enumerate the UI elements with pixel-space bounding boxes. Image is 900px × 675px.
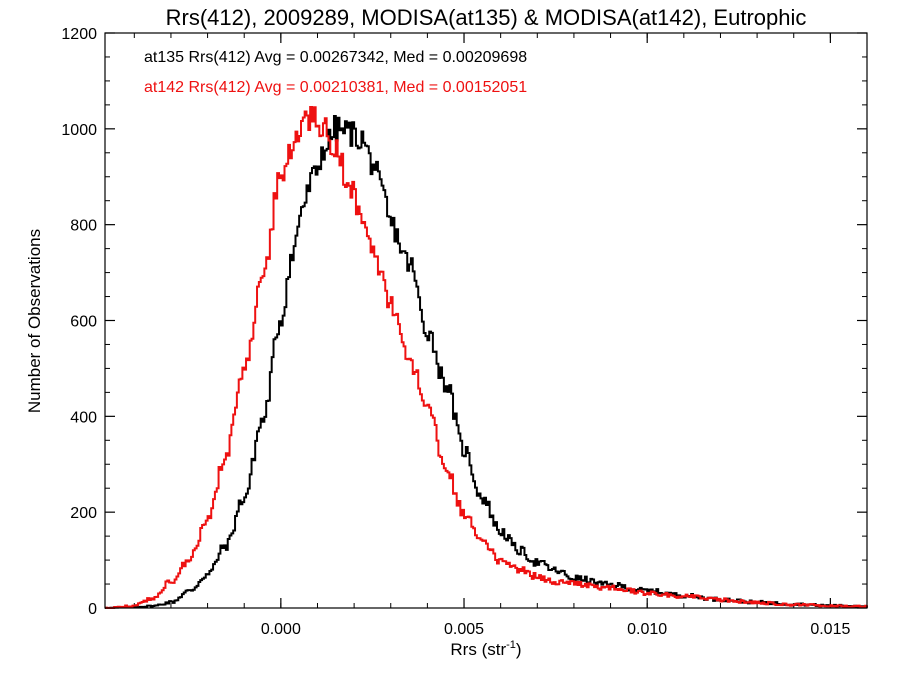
y-tick-label: 600 xyxy=(70,314,97,331)
series-at135-line xyxy=(105,115,868,609)
y-axis-label: Number of Observations xyxy=(25,229,44,413)
chart-title: Rrs(412), 2009289, MODISA(at135) & MODIS… xyxy=(166,5,807,30)
x-axis-label-superscript: -1 xyxy=(506,639,516,651)
y-tick-label: 1200 xyxy=(61,26,97,43)
y-tick-label: 800 xyxy=(70,218,97,235)
legend-entry-at135: at135 Rrs(412) Avg = 0.00267342, Med = 0… xyxy=(144,49,527,66)
x-axis-label: Rrs (str-1) xyxy=(450,639,521,659)
x-tick-label: 0.015 xyxy=(810,621,850,638)
x-tick-label: 0.000 xyxy=(261,621,301,638)
y-tick-label: 200 xyxy=(70,505,97,522)
x-axis-label-main: Rrs (str xyxy=(450,640,506,659)
series-at142-line xyxy=(105,106,868,609)
y-tick-label: 400 xyxy=(70,409,97,426)
y-tick-label: 1000 xyxy=(61,122,97,139)
legend-entry-at142: at142 Rrs(412) Avg = 0.00210381, Med = 0… xyxy=(144,79,527,96)
x-tick-label: 0.010 xyxy=(627,621,667,638)
plot-frame xyxy=(104,32,868,609)
x-tick-label: 0.005 xyxy=(444,621,484,638)
y-tick-label: 0 xyxy=(88,601,97,618)
x-axis-label-close: ) xyxy=(516,640,522,659)
